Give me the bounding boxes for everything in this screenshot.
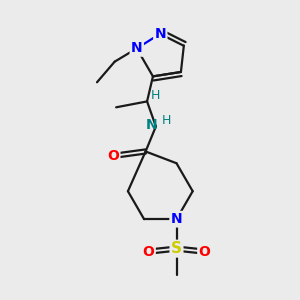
Text: N: N <box>131 41 142 56</box>
Text: O: O <box>199 244 210 259</box>
Text: H: H <box>161 114 171 127</box>
Text: S: S <box>171 241 182 256</box>
Text: N: N <box>146 118 158 132</box>
Text: N: N <box>154 27 166 41</box>
Text: H: H <box>151 89 160 102</box>
Text: O: O <box>107 149 119 163</box>
Text: N: N <box>171 212 182 226</box>
Text: O: O <box>142 244 154 259</box>
